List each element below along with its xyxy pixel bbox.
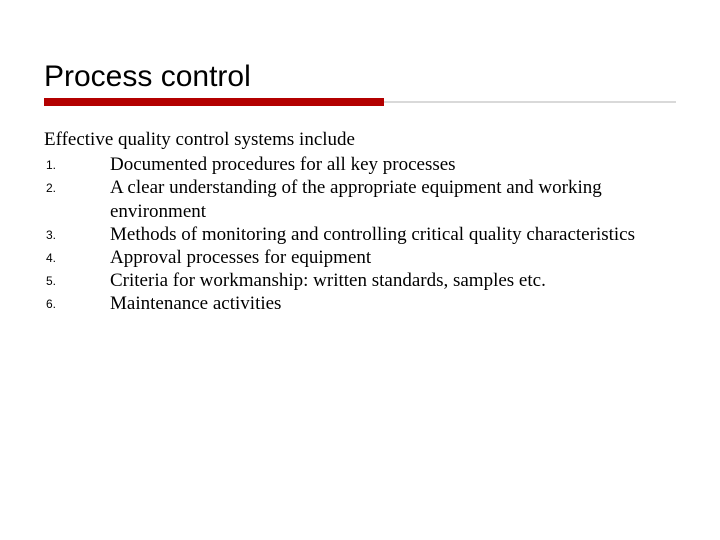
list-number: 3. — [44, 223, 110, 243]
numbered-list: 1. Documented procedures for all key pro… — [44, 153, 676, 315]
underline-red-bar — [44, 98, 384, 106]
list-item: 5. Criteria for workmanship: written sta… — [44, 269, 676, 292]
slide-title: Process control — [44, 60, 676, 94]
list-number: 1. — [44, 153, 110, 173]
list-item: 6. Maintenance activities — [44, 292, 676, 315]
title-underline — [44, 98, 676, 106]
list-number: 5. — [44, 269, 110, 289]
intro-text: Effective quality control systems includ… — [44, 128, 676, 151]
list-item: 1. Documented procedures for all key pro… — [44, 153, 676, 176]
list-item: 3. Methods of monitoring and controlling… — [44, 223, 676, 246]
list-number: 4. — [44, 246, 110, 266]
list-text: Documented procedures for all key proces… — [110, 153, 676, 176]
list-text: A clear understanding of the appropriate… — [110, 176, 676, 222]
list-item: 4. Approval processes for equipment — [44, 246, 676, 269]
list-text: Criteria for workmanship: written standa… — [110, 269, 676, 292]
list-number: 6. — [44, 292, 110, 312]
list-number: 2. — [44, 176, 110, 196]
slide: Process control Effective quality contro… — [0, 0, 720, 540]
list-text: Approval processes for equipment — [110, 246, 676, 269]
list-text: Maintenance activities — [110, 292, 676, 315]
list-text: Methods of monitoring and controlling cr… — [110, 223, 676, 246]
list-item: 2. A clear understanding of the appropri… — [44, 176, 676, 222]
underline-gray-bar — [384, 101, 676, 103]
